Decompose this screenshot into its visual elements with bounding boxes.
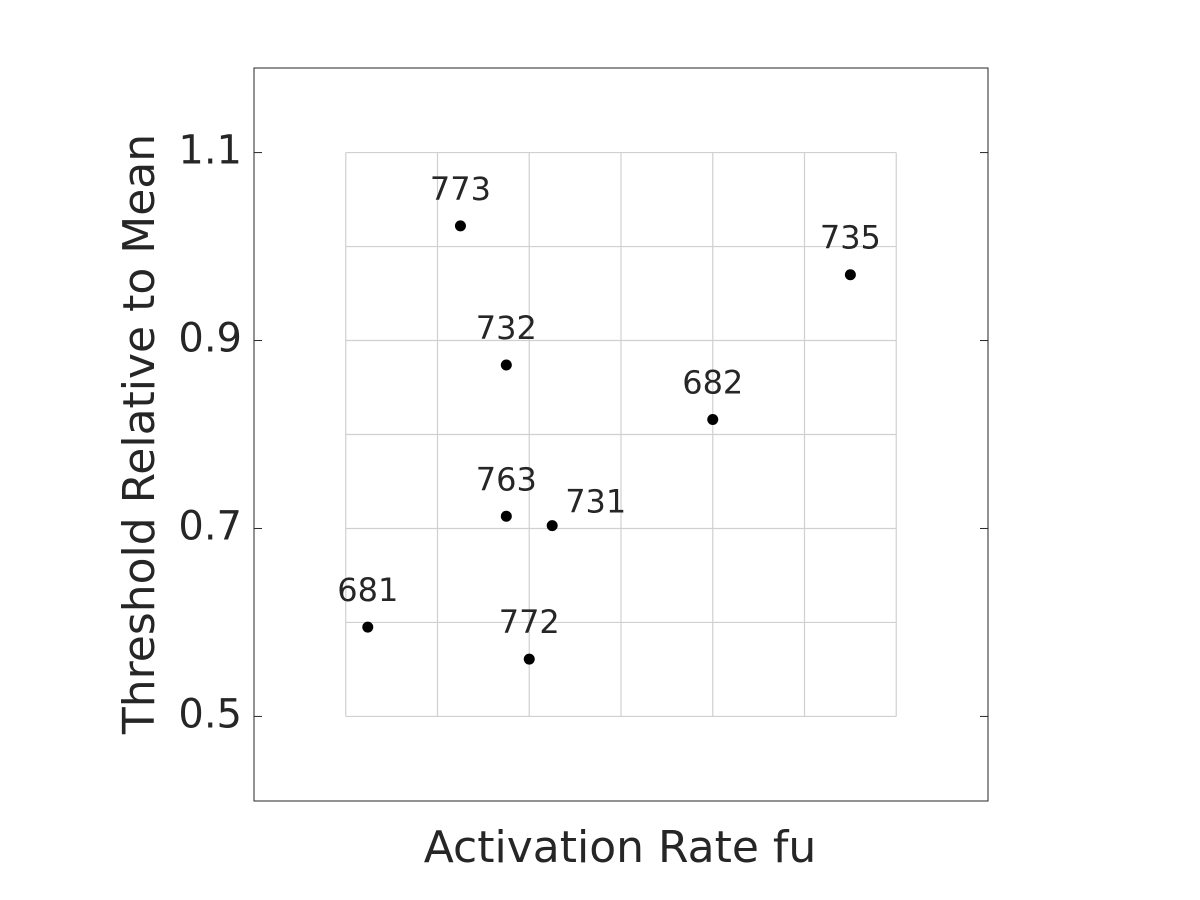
point-label: 735 [820,219,881,257]
point [707,413,719,425]
point-label: 763 [476,460,537,498]
y-tick-label: 0.9 [178,316,242,362]
y-tick-label: 1.1 [178,128,242,174]
plot-frame [253,67,989,802]
x-axis-label: Activation Rate fu [424,822,817,873]
point [523,653,535,665]
point-label: 732 [476,309,537,347]
point [546,520,558,532]
y-tick-label: 0.7 [178,503,242,549]
point [500,359,512,371]
y-axis-label: Threshold Relative to Mean [114,134,165,735]
point-label: 682 [682,363,743,401]
point-label: 731 [565,483,626,521]
point-label: 773 [430,170,491,208]
y-tick-label: 0.5 [178,691,242,737]
point [362,621,374,633]
point [454,220,466,232]
point-label: 681 [337,571,398,609]
point [844,269,856,281]
point-label: 772 [499,603,560,641]
point [500,510,512,522]
